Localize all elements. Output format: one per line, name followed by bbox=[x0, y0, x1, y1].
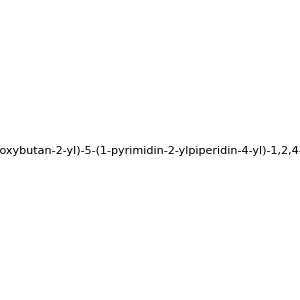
Text: 3-(2-Methoxybutan-2-yl)-5-(1-pyrimidin-2-ylpiperidin-4-yl)-1,2,4-oxadiazole: 3-(2-Methoxybutan-2-yl)-5-(1-pyrimidin-2… bbox=[0, 146, 300, 157]
